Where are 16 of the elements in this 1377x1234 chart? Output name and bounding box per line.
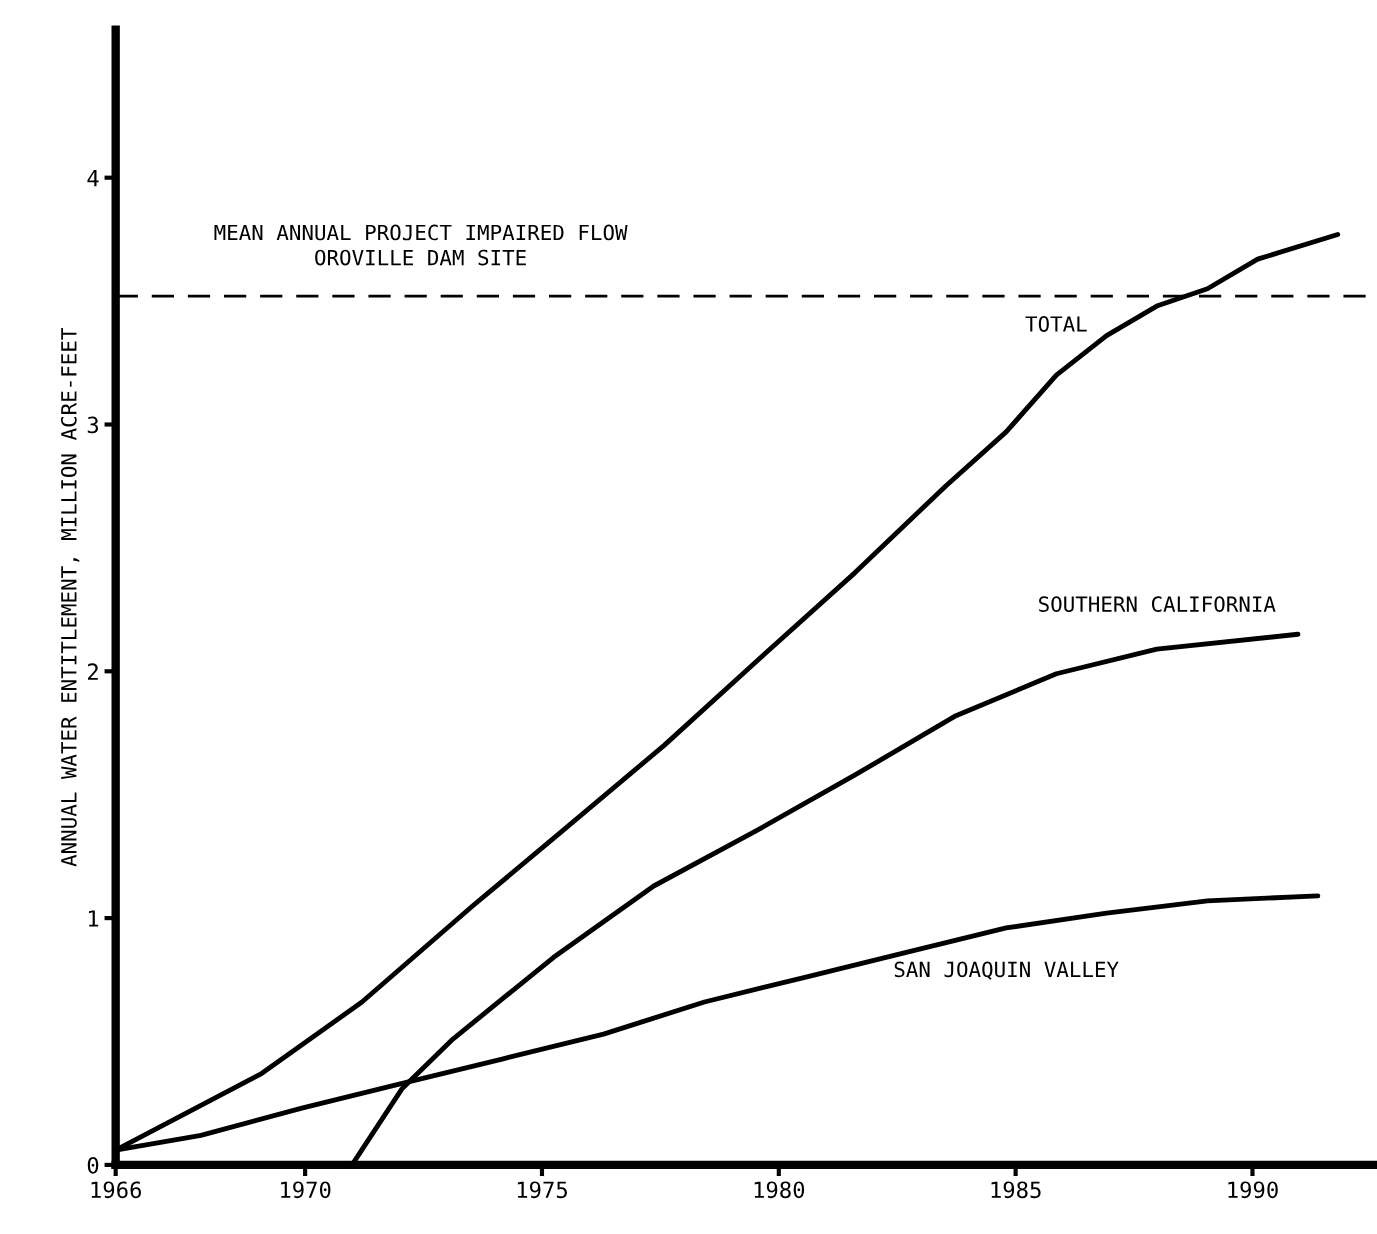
y-tick-label: 4: [87, 170, 99, 187]
x-tick-label: 1980: [754, 1181, 805, 1199]
ref-line-label: MEAN ANNUAL PROJECT IMPAIRED FLOW OROVILLE DAM SITE: [214, 224, 628, 266]
x-tick-label: 1975: [517, 1181, 567, 1199]
series-label: SAN JOAQUIN VALLEY: [894, 961, 1119, 980]
x-tick-label: 1966: [91, 1181, 141, 1199]
y-tick-label: 2: [87, 663, 98, 680]
x-tick-label: 1985: [991, 1181, 1041, 1199]
x-tick-label: 1970: [281, 1181, 331, 1199]
y-tick-label: 0: [87, 1156, 99, 1174]
x-tick-label: 1990: [1228, 1181, 1278, 1199]
y-axis-title: ANNUAL WATER ENTITLEMENT, MILLION ACRE-FEET: [60, 328, 80, 867]
series-label: TOTAL: [1025, 316, 1087, 332]
y-tick-label: 1: [88, 910, 99, 927]
series-label: SOUTHERN CALIFORNIA: [1039, 596, 1276, 612]
y-tick-label: 3: [87, 416, 99, 434]
